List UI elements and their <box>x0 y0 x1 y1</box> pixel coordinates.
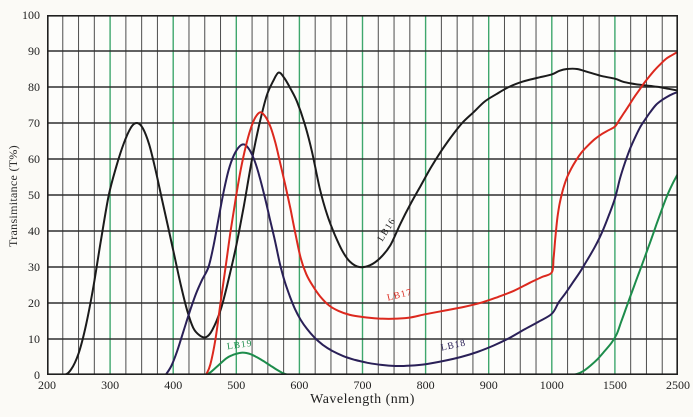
curve-LB16 <box>47 67 678 375</box>
x-tick-label: 600 <box>290 378 309 392</box>
y-tick-label: 50 <box>28 188 40 202</box>
curve-label-LB19: LB19 <box>226 339 253 352</box>
x-tick-label: 500 <box>227 378 246 392</box>
curve-LB17 <box>205 50 678 375</box>
y-tick-label: 80 <box>28 80 40 94</box>
y-axis-ticks: 0 10 20 30 40 50 60 70 80 90 100 <box>0 8 42 382</box>
y-tick-label: 10 <box>28 332 40 346</box>
y-tick-label: 0 <box>34 368 40 382</box>
y-tick-label: 90 <box>28 44 40 58</box>
y-tick-label: 30 <box>28 260 40 274</box>
x-tick-label: 800 <box>416 378 435 392</box>
x-tick-label: 400 <box>164 378 183 392</box>
curve-LB18 <box>164 91 678 375</box>
y-tick-label: 100 <box>22 8 40 22</box>
x-tick-label: 900 <box>479 378 498 392</box>
curve-label-LB16: LB16 <box>376 216 398 243</box>
x-axis-title: Wavelength (nm) <box>310 392 415 407</box>
x-tick-label: 1500 <box>602 378 627 392</box>
curve-LB19 <box>205 172 678 375</box>
plot-frame <box>47 15 678 375</box>
y-tick-label: 60 <box>28 152 40 166</box>
x-tick-label: 1000 <box>539 378 564 392</box>
x-tick-label: 700 <box>353 378 372 392</box>
y-tick-label: 20 <box>28 296 40 310</box>
x-tick-label: 2500 <box>666 378 690 392</box>
curve-label-LB18: LB18 <box>440 338 467 353</box>
x-axis-ticks: 200 300 400 500 600 700 800 900 1000 1500 2500 <box>38 378 690 393</box>
plot-area: LB16 LB18 LB19 LB17 <box>47 15 678 375</box>
x-tick-label: 300 <box>101 378 120 392</box>
x-tick-label: 200 <box>38 378 56 392</box>
y-tick-label: 70 <box>28 116 40 130</box>
y-tick-label: 40 <box>28 224 40 238</box>
